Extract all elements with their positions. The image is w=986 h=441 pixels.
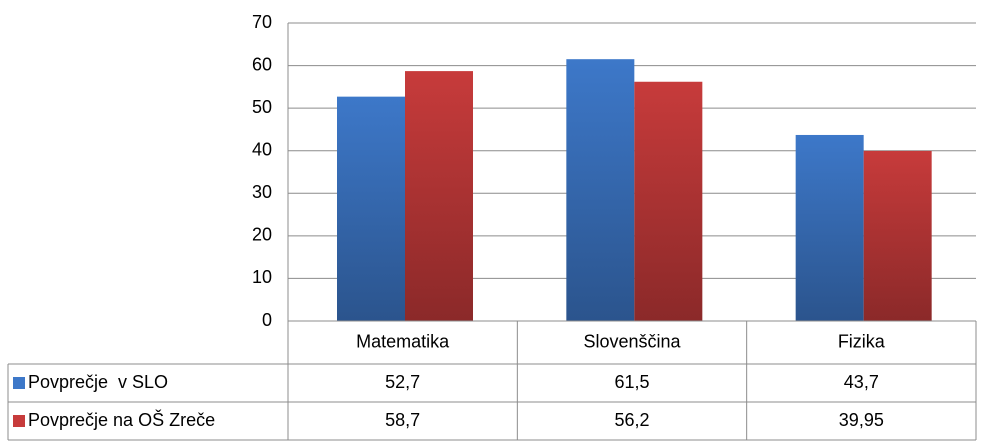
table-value: 39,95 xyxy=(839,410,884,430)
bar xyxy=(634,81,703,322)
legend-swatch xyxy=(13,377,25,389)
y-tick-label: 60 xyxy=(252,54,272,74)
y-tick-label: 70 xyxy=(252,12,272,32)
y-tick-label: 20 xyxy=(252,225,272,245)
x-tick-label: Slovenščina xyxy=(583,331,681,351)
bar xyxy=(566,59,635,321)
y-tick-label: 50 xyxy=(252,97,272,117)
x-tick-label: Matematika xyxy=(356,331,450,351)
bar xyxy=(337,96,405,321)
table-value: 43,7 xyxy=(844,372,879,392)
y-tick-label: 40 xyxy=(252,139,272,159)
y-tick-label: 30 xyxy=(252,182,272,202)
bar xyxy=(405,71,473,321)
bar xyxy=(795,134,864,321)
table-value: 61,5 xyxy=(614,372,649,392)
bar xyxy=(863,150,932,321)
table-value: 58,7 xyxy=(385,410,420,430)
table-value: 52,7 xyxy=(385,372,420,392)
y-tick-label: 10 xyxy=(252,267,272,287)
legend-label: Povprečje na OŠ Zreče xyxy=(28,409,215,430)
y-tick-label: 0 xyxy=(262,310,272,330)
legend-label: Povprečje v SLO xyxy=(28,372,168,392)
x-tick-label: Fizika xyxy=(838,331,886,351)
legend-swatch xyxy=(13,415,25,427)
table-value: 56,2 xyxy=(614,410,649,430)
